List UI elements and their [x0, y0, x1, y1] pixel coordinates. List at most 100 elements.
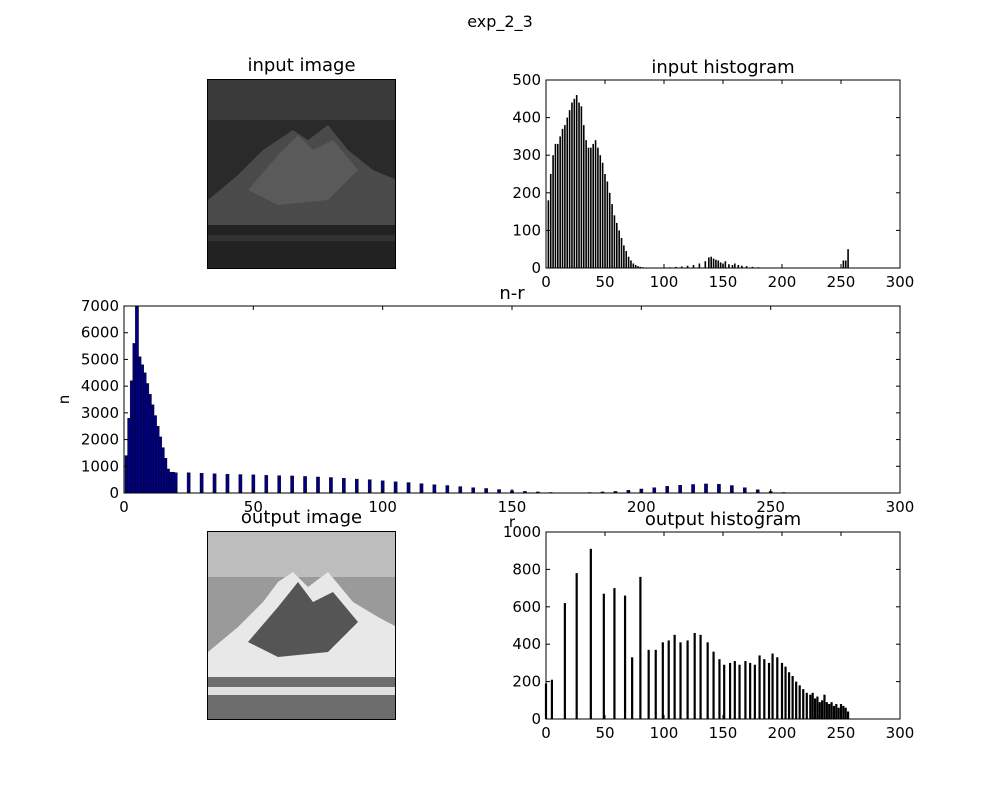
n_r-ytick-label: 5000: [81, 350, 119, 368]
output_histogram-xtick-label: 0: [541, 724, 551, 742]
n_r-bar: [484, 488, 488, 494]
output_histogram-xtick-label: 150: [709, 724, 738, 742]
input_histogram-bar: [637, 266, 639, 268]
input_histogram-bar: [618, 230, 620, 268]
output_histogram-ytick-label: 1000: [503, 523, 541, 541]
output_histogram-bar: [728, 662, 732, 719]
output_histogram-title: output histogram: [645, 509, 801, 530]
n_r-xtick-label: 50: [244, 498, 263, 516]
n_r-ytick-label: 7000: [81, 297, 119, 315]
input_histogram-ytick-label: 400: [512, 109, 541, 127]
input_histogram-bar: [715, 259, 717, 268]
input_histogram-bar: [620, 237, 623, 268]
output_histogram-ytick-label: 0: [531, 710, 541, 728]
output_histogram-bar: [563, 603, 566, 719]
output_histogram-bar: [823, 694, 826, 719]
n_r-bar: [497, 489, 501, 494]
n_r-bar: [199, 473, 204, 494]
output_histogram-bar: [623, 595, 627, 719]
input_histogram-bar: [549, 174, 552, 268]
input_histogram-ytick-label: 200: [512, 184, 541, 202]
output_histogram-xtick-label: 300: [886, 724, 915, 742]
output_histogram-bar: [738, 664, 741, 719]
output_histogram-bar: [753, 664, 756, 719]
output_histogram-bar: [809, 694, 812, 719]
input_histogram-bar: [623, 245, 625, 268]
input_histogram-bar: [708, 257, 710, 268]
n_r-bar: [316, 476, 320, 494]
output_histogram-bar: [647, 649, 650, 719]
input_histogram-axes-frame: [545, 79, 901, 269]
output_histogram-bar: [825, 702, 828, 719]
n_r-bar: [678, 485, 682, 494]
n_r-ylabel: n: [55, 395, 73, 405]
output_histogram-bar: [723, 664, 726, 719]
n_r-xtick-label: 100: [368, 498, 397, 516]
input_histogram-bar: [613, 215, 616, 268]
output_histogram-bar: [795, 681, 798, 719]
output_histogram-bar: [679, 642, 682, 719]
output_histogram-bar: [654, 649, 657, 719]
input_histogram-ytick-label: 300: [512, 146, 541, 164]
n_r-bar: [355, 478, 359, 494]
n_r-bar: [717, 483, 721, 494]
output_histogram-bar: [631, 657, 634, 719]
output_histogram-bar: [763, 659, 766, 719]
input_histogram-bar: [616, 222, 618, 268]
input_histogram-bar: [552, 155, 554, 268]
input_histogram-bar: [704, 261, 707, 268]
output_histogram-bar: [744, 661, 747, 719]
output_histogram-ytick-label: 400: [512, 635, 541, 653]
output_histogram-bar: [842, 705, 845, 719]
input_histogram-xtick-label: 50: [595, 273, 614, 291]
output_histogram-bar: [767, 662, 771, 719]
input_histogram-bar: [557, 143, 559, 268]
n_r-bar: [419, 483, 424, 494]
input_histogram-bar: [561, 128, 564, 268]
input_histogram-bar: [625, 251, 628, 268]
n_r-bar: [730, 485, 734, 494]
input_histogram-bar: [698, 263, 701, 268]
n_r-bar: [471, 487, 476, 494]
output_histogram-bar: [791, 675, 794, 719]
input_histogram-bar: [559, 136, 561, 268]
input_histogram-bar: [724, 261, 727, 268]
n_r-bar: [432, 484, 437, 494]
n_r-bar: [665, 486, 669, 494]
output_histogram-bar: [733, 661, 736, 719]
n_r-bar: [173, 472, 178, 494]
n_r-bar: [406, 482, 411, 494]
input_histogram-bar: [582, 125, 585, 269]
input_histogram-bar: [634, 264, 637, 268]
n_r-bar: [691, 484, 695, 494]
input_histogram-bar: [712, 258, 715, 268]
input_histogram-bar: [632, 263, 635, 268]
output_histogram-bar: [818, 702, 821, 719]
input_histogram-bar: [686, 265, 689, 268]
output_histogram-bar: [835, 704, 838, 719]
n_r-bar: [743, 487, 747, 494]
input_histogram-bar: [601, 162, 604, 268]
input_histogram-bar: [680, 266, 683, 268]
output_histogram-bar: [776, 657, 779, 719]
output_histogram-bar: [686, 640, 689, 719]
n_r-bar: [393, 481, 398, 494]
output_histogram-ytick-label: 800: [512, 560, 541, 578]
output_histogram-bar: [771, 653, 774, 719]
input_histogram-bar: [847, 249, 849, 268]
n_r-ytick-label: 4000: [81, 377, 119, 395]
n_r-bar: [652, 487, 657, 494]
input_histogram-bar: [692, 264, 695, 268]
n_r-bar: [704, 483, 708, 494]
input_histogram-bar: [587, 147, 590, 268]
n_r-bar: [290, 475, 294, 494]
output_histogram-bar: [693, 632, 696, 719]
input_histogram-bar: [554, 143, 557, 268]
n_r-ytick-label: 2000: [81, 431, 119, 449]
input_histogram-bar: [737, 264, 740, 268]
output_histogram-axes-frame: [545, 531, 901, 720]
n_r-bar: [238, 474, 243, 494]
input_histogram-bar: [566, 117, 569, 268]
output_histogram-bar: [846, 711, 850, 719]
